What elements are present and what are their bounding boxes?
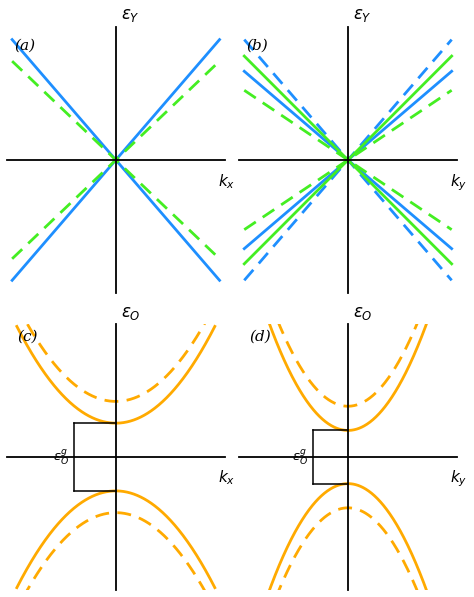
Text: $\varepsilon_O$: $\varepsilon_O$	[121, 304, 140, 322]
Text: (c): (c)	[17, 330, 37, 344]
Text: $\varepsilon_O^g$: $\varepsilon_O^g$	[53, 448, 69, 467]
Text: $k_y$: $k_y$	[450, 468, 467, 488]
Text: $\varepsilon_Y$: $\varepsilon_Y$	[121, 7, 140, 24]
Text: (d): (d)	[249, 330, 271, 344]
Text: $\varepsilon_Y$: $\varepsilon_Y$	[353, 7, 372, 24]
Text: $\varepsilon_O^g$: $\varepsilon_O^g$	[292, 448, 309, 467]
Text: (b): (b)	[246, 38, 268, 53]
Text: $k_x$: $k_x$	[218, 468, 235, 487]
Text: $k_x$: $k_x$	[218, 173, 236, 191]
Text: (a): (a)	[14, 38, 36, 53]
Text: $k_y$: $k_y$	[450, 173, 467, 193]
Text: $\varepsilon_O$: $\varepsilon_O$	[353, 304, 373, 322]
